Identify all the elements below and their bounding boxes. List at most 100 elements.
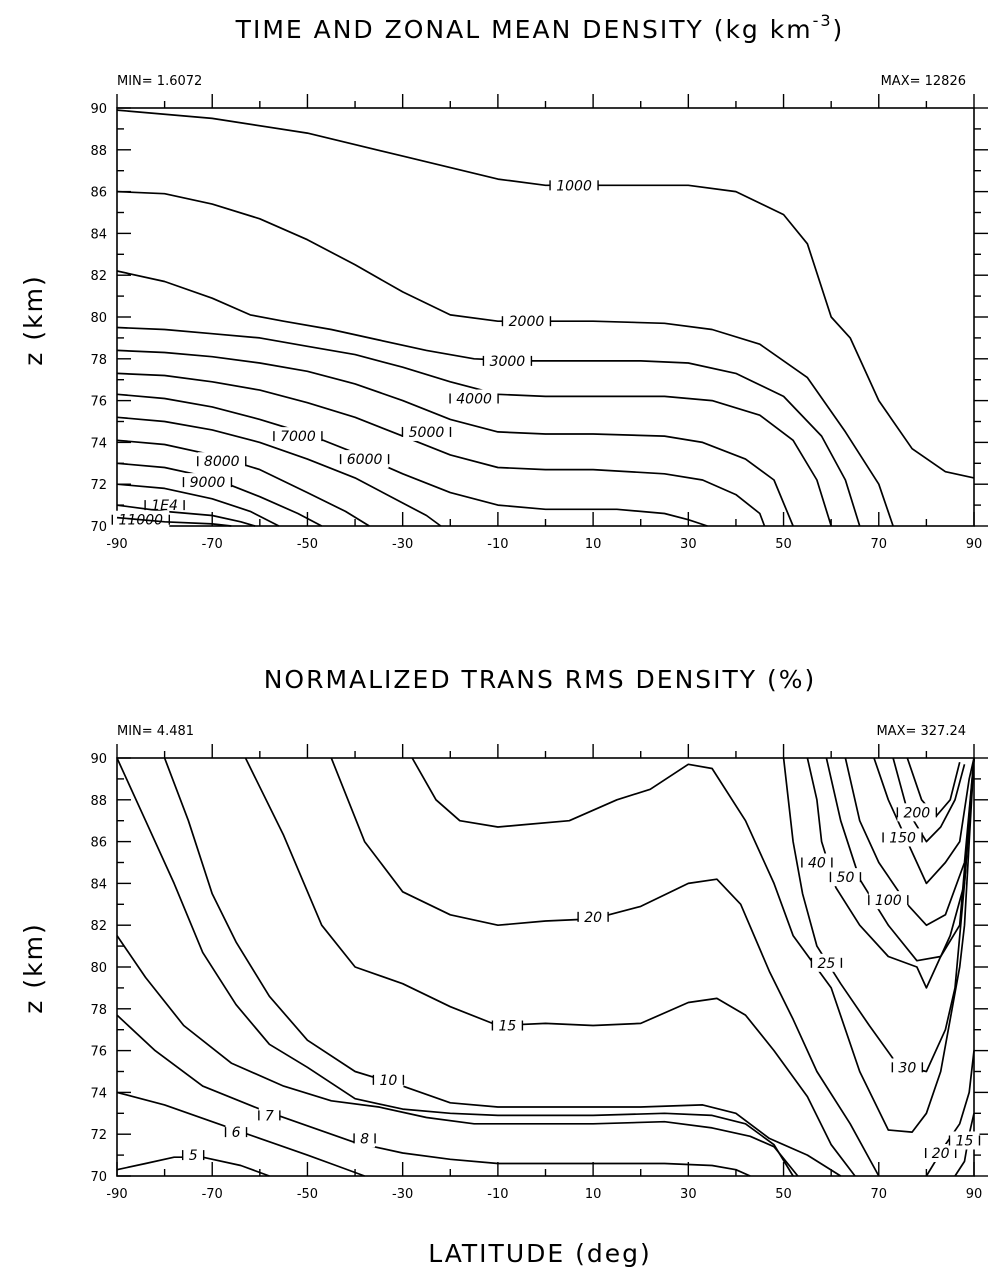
- y-tick-label: 88: [90, 144, 107, 159]
- contour-label: 150: [889, 830, 916, 846]
- x-tick-label: -10: [487, 1187, 508, 1202]
- x-tick-label: 70: [871, 1187, 888, 1202]
- x-tick-label: -70: [202, 537, 223, 552]
- x-tick-label: 50: [775, 1187, 792, 1202]
- panel-rms-max-label: MAX= 327.24: [876, 724, 966, 739]
- contour-label: 200: [903, 805, 930, 821]
- x-tick-label: -30: [392, 1187, 413, 1202]
- contour-label: 3000: [490, 354, 526, 370]
- contour-line: [116, 504, 256, 527]
- contour-label-gap: [483, 351, 532, 370]
- contour-line: [116, 326, 833, 527]
- y-tick-label: 74: [90, 436, 107, 451]
- contour-line: [411, 757, 975, 1133]
- contour-line: [892, 757, 966, 843]
- contour-label: 20: [584, 910, 602, 926]
- contour-label-gap: [258, 1106, 280, 1125]
- contour-line: [163, 757, 842, 1177]
- panel-rms-title: NORMALIZED TRANS RMS DENSITY (%): [264, 665, 817, 694]
- contour-label: 10: [379, 1073, 397, 1089]
- panel-density: TIME AND ZONAL MEAN DENSITY (kg km-3) MI…: [19, 11, 988, 552]
- contour-label: 100: [875, 893, 902, 909]
- x-tick-label: -50: [297, 1187, 318, 1202]
- contour-label: 6000: [347, 452, 383, 468]
- x-tick-label: 90: [966, 537, 983, 552]
- x-tick-label: -90: [106, 1187, 127, 1202]
- contour-label: 8: [360, 1131, 369, 1147]
- contour-label-gap: [502, 312, 551, 331]
- contour-line: [116, 393, 708, 527]
- y-tick-label: 86: [90, 186, 107, 201]
- panel-density-min-label: MIN= 1.6072: [117, 74, 202, 89]
- contour-label-gap: [402, 422, 451, 441]
- contour-label-gap: [578, 907, 609, 926]
- contour-label: 2000: [509, 314, 545, 330]
- contour-label-gap: [492, 1016, 523, 1035]
- contour-line: [244, 757, 856, 1177]
- x-tick-label: 70: [871, 537, 888, 552]
- contour-label: 15: [498, 1019, 516, 1035]
- contour-line: [116, 1091, 365, 1177]
- contour-line: [825, 757, 975, 962]
- panel-density-contours: 1000200030004000500060007000800090001E41…: [111, 109, 975, 529]
- contour-label-gap: [801, 853, 832, 872]
- contour-label: 7000: [280, 429, 316, 445]
- contour-label-gap: [225, 1123, 247, 1142]
- y-tick-label: 84: [90, 877, 107, 892]
- contour-label-gap: [949, 1131, 980, 1150]
- y-tick-label: 70: [90, 1170, 107, 1185]
- panel-density-max-label: MAX= 12826: [881, 74, 966, 89]
- contour-line: [116, 935, 799, 1177]
- contour-label: 15: [956, 1133, 974, 1149]
- panel-rms-min-label: MIN= 4.481: [117, 724, 194, 739]
- y-tick-label: 84: [90, 227, 107, 242]
- y-tick-label: 80: [90, 311, 107, 326]
- x-tick-label: 50: [775, 537, 792, 552]
- x-tick-label: -10: [487, 537, 508, 552]
- y-tick-label: 76: [90, 1045, 107, 1060]
- contour-label-gap: [273, 427, 322, 446]
- contour-label: 11000: [119, 513, 164, 529]
- contour-line: [116, 483, 280, 527]
- y-tick-label: 74: [90, 1086, 107, 1101]
- contour-line: [116, 349, 794, 527]
- contour-label-gap: [830, 868, 861, 887]
- panel-density-axes: -90 -70 -50 -30 -10 10 30 50 70 90 70 72 74 76 78 80 82 8…: [90, 94, 988, 552]
- x-tick-label: -70: [202, 1187, 223, 1202]
- contour-label: 25: [817, 956, 835, 972]
- panel-rms: NORMALIZED TRANS RMS DENSITY (%) MIN= 4.…: [19, 665, 988, 1268]
- contour-label: 8000: [204, 454, 240, 470]
- contour-label-gap: [892, 1058, 923, 1077]
- contour-label-gap: [925, 1144, 956, 1163]
- contour-label: 30: [898, 1060, 916, 1076]
- contour-label-gap: [450, 389, 499, 408]
- y-tick-label: 82: [90, 919, 107, 934]
- panel-rms-axes: -90 -70 -50 -30 -10 10 30 50 70 90707274767880828…: [90, 744, 988, 1202]
- contour-label-gap: [550, 176, 599, 195]
- contour-line: [806, 757, 975, 989]
- contour-line: [116, 416, 442, 527]
- panel-rms-frame: [116, 757, 975, 1177]
- contour-label: 5: [189, 1148, 198, 1164]
- y-tick-label: 80: [90, 961, 107, 976]
- contour-label-gap: [197, 452, 246, 471]
- contour-label-gap: [883, 828, 923, 847]
- x-tick-label: -90: [106, 537, 127, 552]
- contour-label-gap: [340, 450, 389, 469]
- x-tick-label: 30: [680, 1187, 697, 1202]
- contour-line: [844, 757, 975, 927]
- y-tick-label: 70: [90, 520, 107, 535]
- contour-line: [116, 757, 794, 1177]
- panel-density-ylabel: z (km): [19, 274, 48, 365]
- contour-line: [116, 439, 370, 527]
- contour-label: 4000: [456, 392, 492, 408]
- contour-label: 20: [932, 1146, 950, 1162]
- y-tick-label: 78: [90, 1003, 107, 1018]
- y-tick-label: 78: [90, 353, 107, 368]
- contour-label-gap: [811, 953, 842, 972]
- contour-line: [116, 462, 323, 527]
- contour-label-gap: [868, 891, 908, 910]
- y-tick-label: 88: [90, 794, 107, 809]
- y-tick-label: 86: [90, 836, 107, 851]
